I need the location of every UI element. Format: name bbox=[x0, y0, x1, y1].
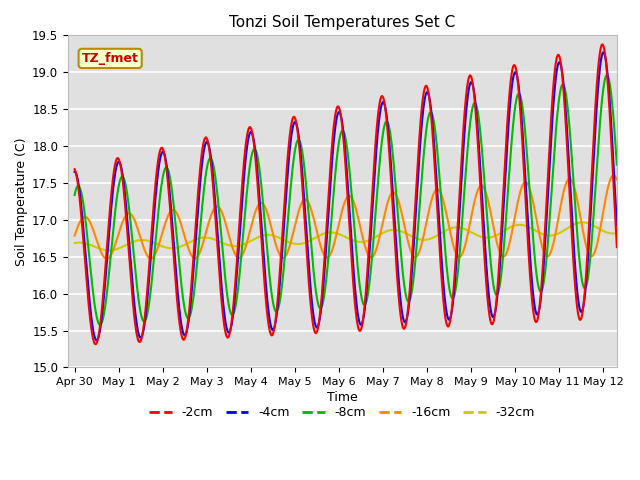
-16cm bbox=[71, 233, 79, 239]
-2cm bbox=[606, 115, 614, 120]
Line: -4cm: -4cm bbox=[75, 52, 625, 340]
-32cm bbox=[339, 233, 346, 239]
-2cm bbox=[598, 42, 606, 48]
-2cm bbox=[505, 102, 513, 108]
-16cm bbox=[606, 179, 614, 184]
-4cm bbox=[606, 98, 614, 104]
-16cm bbox=[103, 256, 111, 262]
-8cm bbox=[606, 81, 614, 86]
-4cm bbox=[324, 215, 332, 221]
-4cm bbox=[505, 121, 513, 127]
-8cm bbox=[606, 82, 614, 88]
Line: -2cm: -2cm bbox=[75, 45, 625, 344]
Legend: -2cm, -4cm, -8cm, -16cm, -32cm: -2cm, -4cm, -8cm, -16cm, -32cm bbox=[145, 401, 540, 424]
-4cm bbox=[339, 123, 346, 129]
-4cm bbox=[606, 102, 614, 108]
-16cm bbox=[605, 179, 613, 185]
-8cm bbox=[99, 316, 107, 322]
Line: -8cm: -8cm bbox=[75, 75, 625, 325]
-16cm bbox=[621, 217, 629, 223]
-32cm bbox=[505, 225, 513, 231]
-2cm bbox=[339, 128, 346, 134]
Title: Tonzi Soil Temperatures Set C: Tonzi Soil Temperatures Set C bbox=[229, 15, 456, 30]
-32cm bbox=[606, 230, 614, 236]
Y-axis label: Soil Temperature (C): Soil Temperature (C) bbox=[15, 137, 28, 265]
-2cm bbox=[606, 110, 614, 116]
-4cm bbox=[600, 49, 607, 55]
Line: -16cm: -16cm bbox=[75, 175, 625, 259]
X-axis label: Time: Time bbox=[327, 391, 358, 404]
-2cm bbox=[92, 341, 99, 347]
-8cm bbox=[96, 322, 104, 328]
-8cm bbox=[71, 192, 79, 198]
-16cm bbox=[339, 205, 346, 211]
-8cm bbox=[339, 128, 346, 133]
-32cm bbox=[621, 226, 629, 232]
-2cm bbox=[621, 313, 629, 319]
-4cm bbox=[71, 169, 79, 175]
Text: TZ_fmet: TZ_fmet bbox=[82, 52, 139, 65]
-8cm bbox=[621, 270, 629, 276]
Line: -32cm: -32cm bbox=[75, 222, 625, 251]
-32cm bbox=[606, 230, 614, 236]
-2cm bbox=[324, 198, 332, 204]
-32cm bbox=[99, 247, 107, 252]
-32cm bbox=[105, 248, 113, 253]
-16cm bbox=[99, 252, 107, 258]
-16cm bbox=[610, 172, 618, 178]
-16cm bbox=[505, 244, 513, 250]
-8cm bbox=[603, 72, 611, 78]
-4cm bbox=[99, 303, 107, 309]
-2cm bbox=[71, 167, 79, 172]
-32cm bbox=[71, 240, 79, 246]
-8cm bbox=[324, 258, 332, 264]
-8cm bbox=[505, 180, 513, 185]
-4cm bbox=[93, 337, 100, 343]
-32cm bbox=[324, 230, 332, 236]
-32cm bbox=[579, 219, 586, 225]
-4cm bbox=[621, 306, 629, 312]
-2cm bbox=[99, 294, 107, 300]
-16cm bbox=[324, 254, 332, 260]
